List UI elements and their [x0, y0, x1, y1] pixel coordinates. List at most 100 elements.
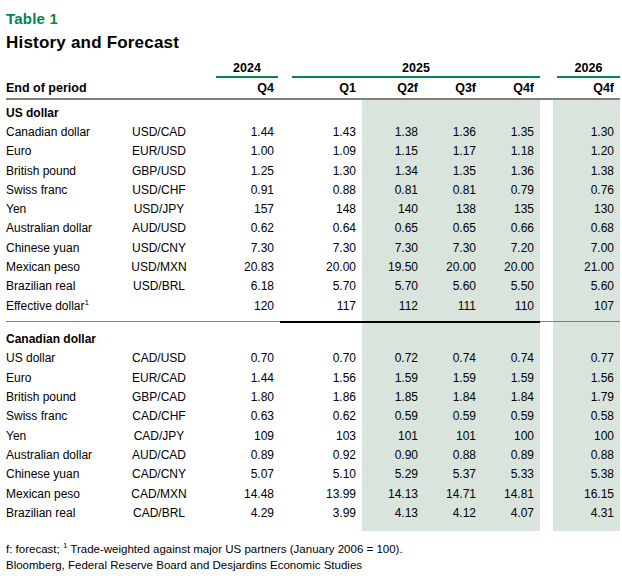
value-cell: 1.86 — [280, 388, 362, 407]
value-cell: 1.85 — [362, 388, 424, 407]
row-label: Brazilian real — [6, 504, 128, 523]
value-cell: 7.20 — [482, 239, 540, 258]
row-label: British pound — [6, 162, 128, 181]
currency-pair: USD/BRL — [128, 277, 190, 296]
row-label: Mexican peso — [6, 485, 128, 504]
col-header-q3f-2025: Q3f — [424, 79, 482, 99]
value-cell: 0.58 — [553, 407, 620, 426]
value-cell: 0.62 — [280, 407, 362, 426]
value-cell: 4.31 — [553, 504, 620, 523]
gap-cell — [540, 446, 553, 465]
table-bottom-spacer — [6, 523, 620, 531]
currency-pair: CAD/CHF — [128, 407, 190, 426]
section-empty-cell — [190, 322, 280, 350]
table-row: YenUSD/JPY157148140138135130 — [6, 200, 620, 219]
value-cell: 1.09 — [280, 142, 362, 161]
currency-pair: USD/JPY — [128, 200, 190, 219]
value-cell: 20.00 — [424, 258, 482, 277]
table-row: Mexican pesoUSD/MXN20.8320.0019.5020.002… — [6, 258, 620, 277]
currency-pair: GBP/USD — [128, 162, 190, 181]
value-cell: 1.56 — [280, 369, 362, 388]
value-cell: 6.18 — [190, 277, 280, 296]
value-cell: 0.70 — [280, 349, 362, 368]
row-label: Brazilian real — [6, 277, 128, 296]
currency-pair: CAD/CNY — [128, 465, 190, 484]
value-cell: 1.38 — [553, 162, 620, 181]
value-cell: 0.88 — [424, 446, 482, 465]
row-label: Canadian dollar — [6, 123, 128, 142]
value-cell: 1.36 — [424, 123, 482, 142]
value-cell: 4.29 — [190, 504, 280, 523]
table-row: Mexican pesoCAD/MXN14.4813.9914.1314.711… — [6, 485, 620, 504]
table-row: YenCAD/JPY109103101101100100 — [6, 427, 620, 446]
value-cell: 14.48 — [190, 485, 280, 504]
value-cell: 0.91 — [190, 181, 280, 200]
year-2026: 2026 — [553, 61, 620, 79]
value-cell: 112 — [362, 297, 424, 322]
col-header-q1-2025: Q1 — [280, 79, 362, 99]
row-label: Euro — [6, 142, 128, 161]
value-cell: 13.99 — [280, 485, 362, 504]
value-cell: 5.29 — [362, 465, 424, 484]
value-cell: 0.79 — [482, 181, 540, 200]
row-label: Australian dollar — [6, 219, 128, 238]
value-cell: 0.76 — [553, 181, 620, 200]
row-label: Effective dollar1 — [6, 297, 128, 322]
value-cell: 1.00 — [190, 142, 280, 161]
value-cell: 0.92 — [280, 446, 362, 465]
value-cell: 0.88 — [553, 446, 620, 465]
currency-pair: USD/CAD — [128, 123, 190, 142]
gap-cell — [540, 523, 553, 531]
table-row: Brazilian realCAD/BRL4.293.994.134.124.0… — [6, 504, 620, 523]
end-of-period-label: End of period — [6, 79, 190, 99]
value-cell: 5.10 — [280, 465, 362, 484]
table-row: Australian dollarAUD/USD0.620.640.650.65… — [6, 219, 620, 238]
spacer-cell — [190, 523, 280, 531]
gap-cell — [540, 142, 553, 161]
value-cell: 103 — [280, 427, 362, 446]
value-cell: 0.72 — [362, 349, 424, 368]
row-label: Yen — [6, 427, 128, 446]
value-cell: 4.13 — [362, 504, 424, 523]
value-cell: 14.71 — [424, 485, 482, 504]
year-gap — [540, 61, 553, 79]
value-cell: 0.70 — [190, 349, 280, 368]
value-cell: 0.68 — [553, 219, 620, 238]
gap-cell — [540, 123, 553, 142]
spacer-cell — [482, 523, 540, 531]
currency-pair: USD/CHF — [128, 181, 190, 200]
value-cell: 1.84 — [424, 388, 482, 407]
value-cell: 1.59 — [482, 369, 540, 388]
value-cell: 21.00 — [553, 258, 620, 277]
value-cell: 1.43 — [280, 123, 362, 142]
row-label: Swiss franc — [6, 407, 128, 426]
value-cell: 0.74 — [482, 349, 540, 368]
currency-pair: GBP/CAD — [128, 388, 190, 407]
value-cell: 1.30 — [280, 162, 362, 181]
section-empty-cell — [553, 99, 620, 123]
table-row: British poundGBP/CAD1.801.861.851.841.84… — [6, 388, 620, 407]
value-cell: 1.35 — [482, 123, 540, 142]
gap-cell — [540, 181, 553, 200]
value-cell: 101 — [362, 427, 424, 446]
table-row: Australian dollarAUD/CAD0.890.920.900.88… — [6, 446, 620, 465]
value-cell: 7.30 — [362, 239, 424, 258]
value-cell: 0.63 — [190, 407, 280, 426]
spacer-cell — [424, 523, 482, 531]
gap-cell — [540, 239, 553, 258]
spacer-cell — [553, 523, 620, 531]
value-cell: 5.60 — [553, 277, 620, 296]
gap-cell — [540, 277, 553, 296]
table-row: British poundGBP/USD1.251.301.341.351.36… — [6, 162, 620, 181]
value-cell: 0.65 — [362, 219, 424, 238]
section-title: US dollar — [6, 99, 190, 123]
section-empty-cell — [424, 322, 482, 350]
value-cell: 1.56 — [553, 369, 620, 388]
currency-pair: AUD/USD — [128, 219, 190, 238]
value-cell: 4.12 — [424, 504, 482, 523]
value-cell: 148 — [280, 200, 362, 219]
table-row: Effective dollar1120117112111110107 — [6, 297, 620, 322]
table-row: EuroEUR/USD1.001.091.151.171.181.20 — [6, 142, 620, 161]
section-title: Canadian dollar — [6, 322, 190, 350]
value-cell: 0.90 — [362, 446, 424, 465]
